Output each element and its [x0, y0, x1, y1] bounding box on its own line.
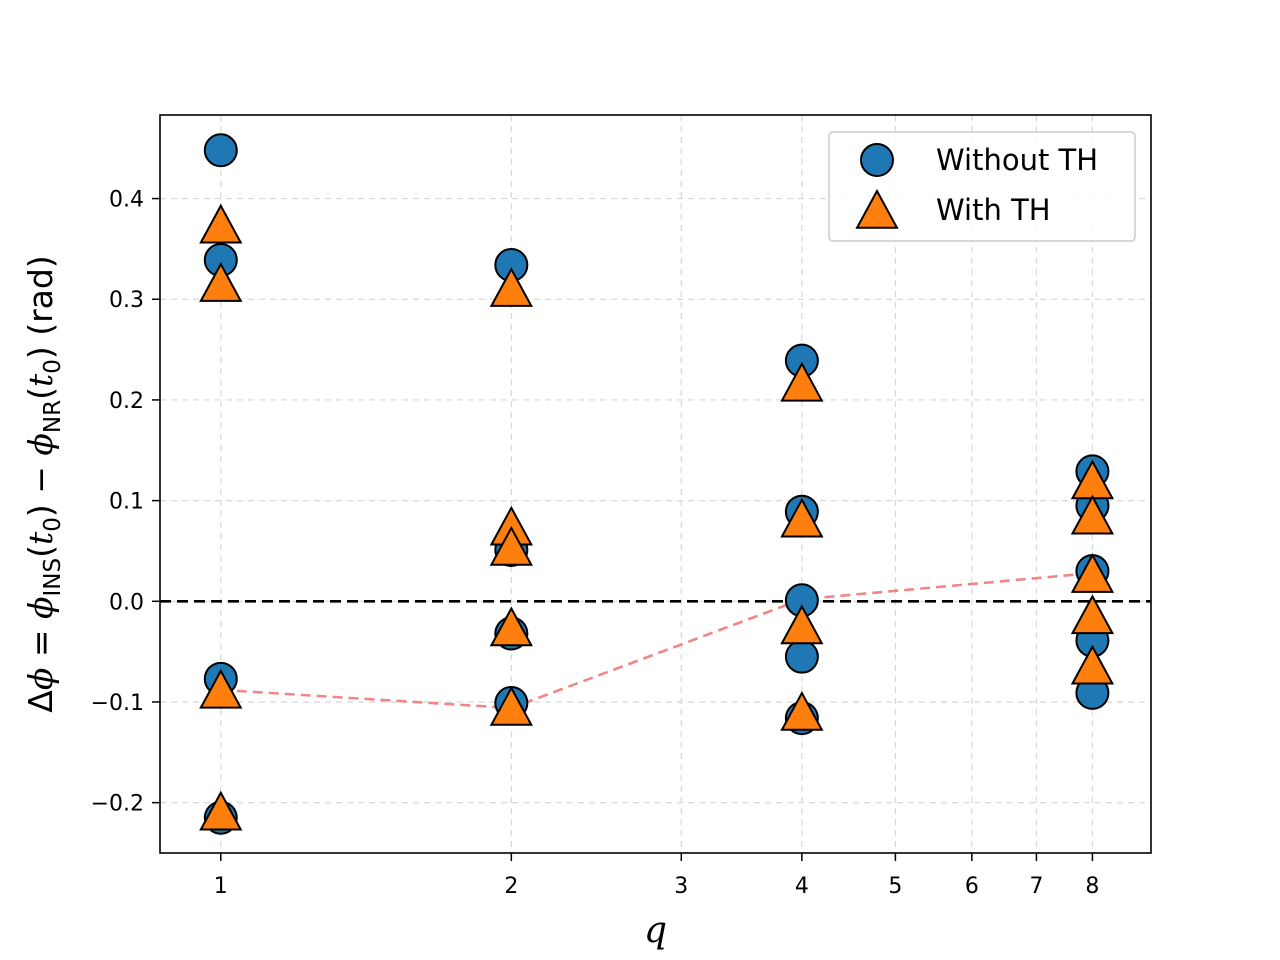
point-with-th	[1070, 594, 1115, 635]
y-tick-label: 0.2	[109, 389, 144, 414]
point-with-th	[199, 790, 243, 831]
point-without-th	[784, 639, 819, 674]
trend-line	[220, 571, 1093, 710]
x-tick-label: 3	[674, 874, 688, 899]
point-with-th	[780, 690, 824, 731]
legend-box	[828, 131, 1136, 242]
x-tick-label: 8	[1085, 874, 1099, 899]
point-with-th	[1070, 494, 1115, 535]
plot-frame	[159, 114, 1152, 854]
point-with-th	[199, 262, 243, 302]
y-tick-label: −0.2	[91, 792, 144, 817]
point-with-th	[1070, 553, 1115, 593]
y-tick-label: 0.3	[109, 288, 144, 313]
x-tick-label: 6	[965, 874, 979, 899]
x-tick-label: 4	[795, 874, 809, 899]
legend-label-with-th: With TH	[936, 193, 1051, 227]
y-tick-label: 0.0	[109, 590, 144, 615]
point-with-th	[780, 497, 824, 538]
y-tick-label: 0.4	[109, 188, 144, 213]
point-without-th	[203, 133, 238, 168]
legend: Without TH With TH	[828, 131, 1136, 242]
legend-marker-with-th	[855, 188, 899, 229]
point-with-th	[489, 606, 533, 647]
point-with-th	[489, 685, 533, 726]
x-axis-label: q	[644, 910, 667, 951]
axis-ticks: 1 2 3 4 5 6 7 8 −0.2 −0.1 0.0 0.1 0.2 0.3 0.4	[91, 188, 1100, 899]
y-axis-label: Δϕ = ϕINS(t0) − ϕNR(t0) (rad)	[21, 255, 66, 712]
y-tick-label: 0.1	[109, 490, 144, 515]
x-tick-label: 2	[504, 874, 518, 899]
point-with-th	[1070, 644, 1115, 685]
y-tick-label: −0.1	[91, 691, 144, 716]
x-tick-label: 5	[888, 874, 902, 899]
point-with-th	[199, 668, 243, 709]
data-points	[199, 133, 1115, 835]
point-with-th	[489, 525, 533, 566]
point-with-th	[199, 203, 243, 244]
legend-label-without-th: Without TH	[936, 143, 1098, 177]
legend-marker-without-th	[860, 143, 894, 177]
point-with-th	[489, 267, 533, 307]
point-with-th	[780, 604, 824, 645]
point-with-th	[780, 361, 824, 402]
x-tick-label: 7	[1029, 874, 1043, 899]
x-tick-label: 1	[214, 874, 228, 899]
